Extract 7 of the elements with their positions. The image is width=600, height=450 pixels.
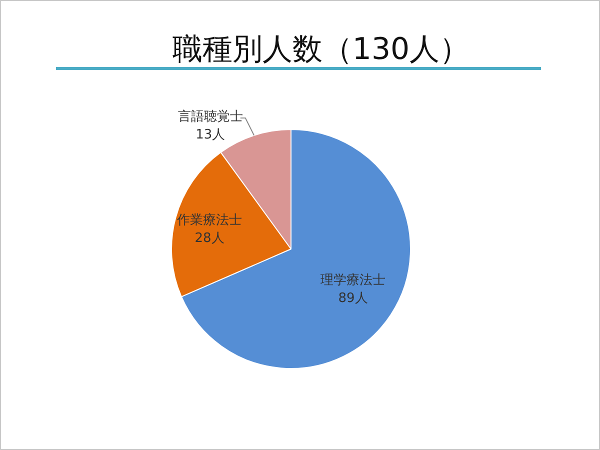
slice-label: 作業療法士 <box>176 212 242 228</box>
data-label: 89人 <box>338 290 368 306</box>
chart-title: 職種別人数（130人） <box>171 31 471 69</box>
data-label: 13人 <box>196 127 226 142</box>
slice-label: 言語聴覚士 <box>178 108 243 124</box>
slice-label: 理学療法士 <box>320 272 386 288</box>
data-label: 28人 <box>194 230 224 246</box>
